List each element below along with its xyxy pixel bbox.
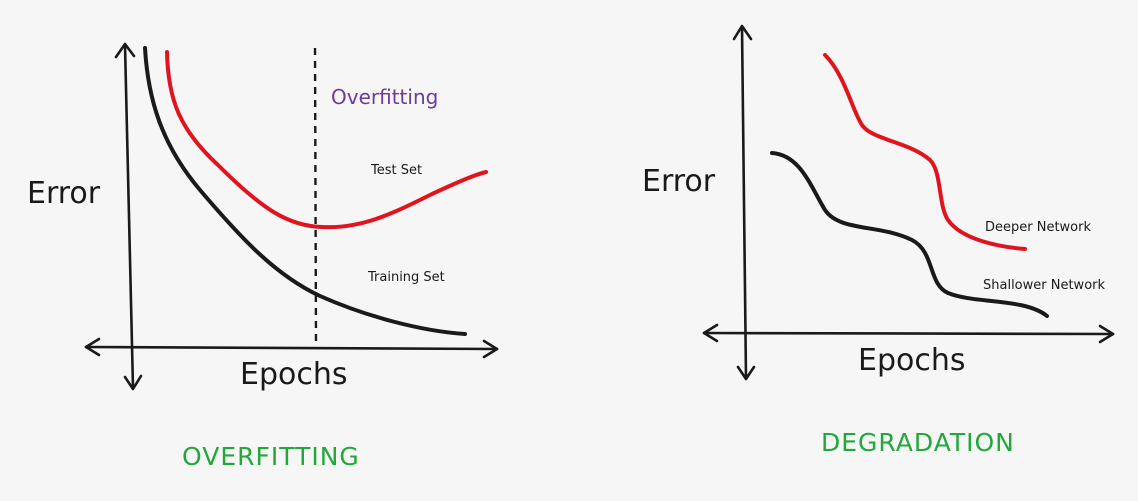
overfitting-annotation: Overfitting [331,85,438,109]
right-x-axis [702,323,1115,344]
left-y-axis [114,42,143,391]
overfitting-panel: Error Epochs Overfitting Test Set Traini… [27,42,499,471]
left-x-axis-label: Epochs [240,357,348,392]
shallower-network-label: Shallower Network [983,278,1105,293]
right-y-axis-label: Error [642,164,716,199]
shallower-network-curve [770,151,1049,318]
right-x-axis-label: Epochs [858,343,966,378]
test-set-curve [165,50,488,230]
left-x-axis [84,337,499,359]
deeper-network-curve [823,53,1027,251]
training-set-curve [143,46,467,336]
test-set-label: Test Set [370,163,422,178]
left-y-axis-label: Error [27,176,101,211]
overfitting-marker-line [313,47,318,345]
degradation-title: DEGRADATION [821,428,1015,457]
training-set-label: Training Set [367,270,445,285]
deeper-network-label: Deeper Network [985,220,1091,235]
right-y-axis [732,24,756,381]
degradation-panel: Error Epochs Deeper Network Shallower Ne… [642,24,1115,457]
overfitting-title: OVERFITTING [182,442,360,471]
